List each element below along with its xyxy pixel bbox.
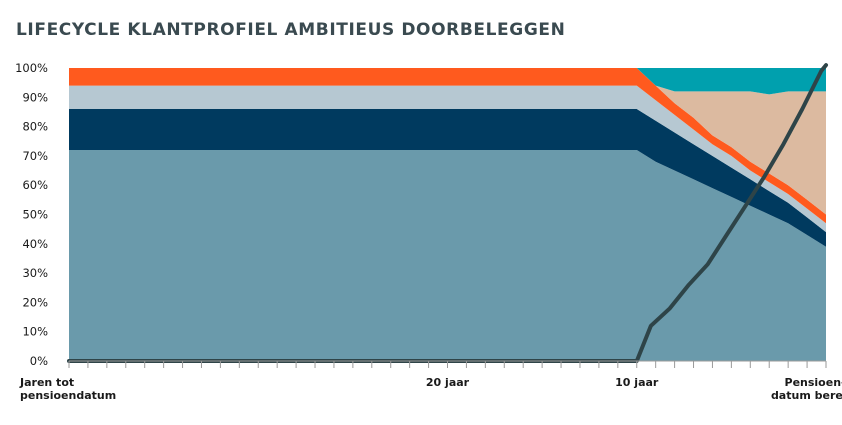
line-layer — [67, 63, 828, 363]
y-tick-label: 100% — [15, 61, 48, 75]
area-band-2 — [69, 85, 826, 233]
stacked-areas — [69, 68, 826, 361]
y-tick-label: 30% — [22, 266, 48, 280]
y-tick-label: 80% — [22, 120, 48, 134]
y-tick-label: 20% — [22, 295, 48, 309]
x-axis-label: 10 jaar — [615, 376, 659, 389]
y-tick-label: 40% — [22, 237, 48, 251]
area-band-5 — [69, 68, 826, 95]
series-line — [67, 63, 828, 363]
area-band-3 — [69, 68, 826, 224]
y-tick-label: 10% — [22, 325, 48, 339]
y-tick-label: 60% — [22, 178, 48, 192]
chart-title: LIFECYCLE KLANTPROFIEL AMBITIEUS DOORBEL… — [16, 20, 566, 40]
area-band-0 — [69, 150, 826, 361]
x-axis-label: 20 jaar — [426, 376, 470, 389]
y-tick-label: 50% — [22, 208, 48, 222]
x-axis-label: Jaren tot pensioendatum — [19, 376, 116, 402]
y-tick-label: 0% — [30, 354, 48, 368]
axes: 0% 10% 20% 30% 40% 50% 60% 70% 80% 90% 100% Jaren t… — [15, 61, 842, 402]
y-tick-label: 90% — [22, 90, 48, 104]
x-axis-label: Pensioen-datum bereikt — [771, 376, 842, 402]
y-tick-label: 70% — [22, 149, 48, 163]
area-band-1 — [69, 109, 826, 247]
